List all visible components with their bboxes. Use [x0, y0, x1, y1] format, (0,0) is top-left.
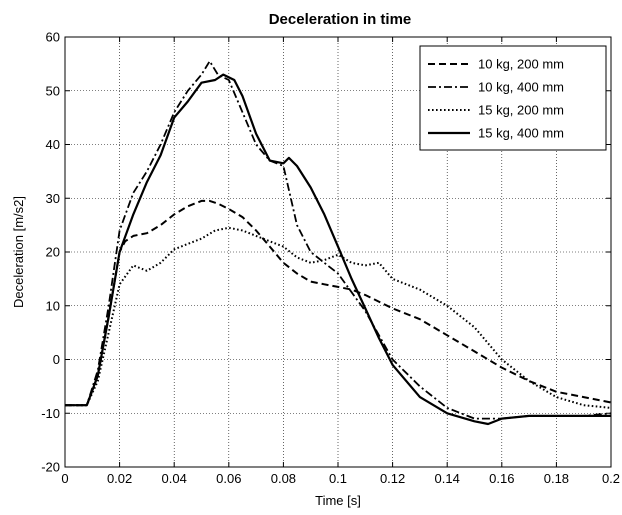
y-tick-label: -10 [41, 406, 60, 421]
y-tick-label: 0 [53, 352, 60, 367]
x-tick-label: 0 [61, 471, 68, 486]
legend-label-10-kg-400-mm: 10 kg, 400 mm [478, 80, 564, 95]
x-tick-label: 0.12 [380, 471, 405, 486]
series-line-15-kg-200-mm [65, 226, 612, 409]
y-tick-label: 50 [46, 83, 60, 98]
series-line-10-kg-200-mm [65, 199, 612, 407]
legend: 10 kg, 200 mm 10 kg, 400 mm 15 kg, 200 mm 1… [419, 45, 607, 151]
chart-title: Deceleration in time [269, 11, 412, 28]
x-tick-label: 0.2 [602, 471, 620, 486]
x-tick-labels: 0 0.02 0.04 0.06 0.08 0.1 0.12 0.14 0.16 0.18 0.2 [61, 471, 620, 486]
legend-label-10-kg-200-mm: 10 kg, 200 mm [478, 57, 564, 72]
y-tick-label: 60 [46, 30, 60, 45]
y-axis-label: Deceleration [m/s2] [11, 196, 26, 308]
x-tick-label: 0.14 [435, 471, 460, 486]
axis-ticks [64, 36, 612, 468]
x-tick-label: 0.04 [162, 471, 187, 486]
legend-label-15-kg-200-mm: 15 kg, 200 mm [478, 103, 564, 118]
legend-items: 10 kg, 200 mm 10 kg, 400 mm 15 kg, 200 mm 1… [428, 57, 564, 141]
series-group [65, 60, 612, 426]
y-tick-labels: -20 -10 0 10 20 30 40 50 60 [41, 30, 60, 475]
y-tick-label: -20 [41, 460, 60, 475]
x-tick-label: 0.16 [489, 471, 514, 486]
x-tick-label: 0.06 [216, 471, 241, 486]
legend-label-15-kg-400-mm: 15 kg, 400 mm [478, 126, 564, 141]
x-axis-label: Time [s] [315, 493, 361, 508]
series-line-10-kg-400-mm [65, 60, 612, 420]
series-line-15-kg-400-mm [65, 73, 611, 426]
x-tick-label: 0.02 [107, 471, 132, 486]
y-tick-label: 40 [46, 137, 60, 152]
y-tick-label: 10 [46, 298, 60, 313]
x-tick-label: 0.1 [329, 471, 347, 486]
x-tick-label: 0.08 [271, 471, 296, 486]
grid-lines [65, 37, 611, 467]
y-tick-label: 30 [46, 191, 60, 206]
y-tick-label: 20 [46, 245, 60, 260]
x-tick-label: 0.18 [544, 471, 569, 486]
